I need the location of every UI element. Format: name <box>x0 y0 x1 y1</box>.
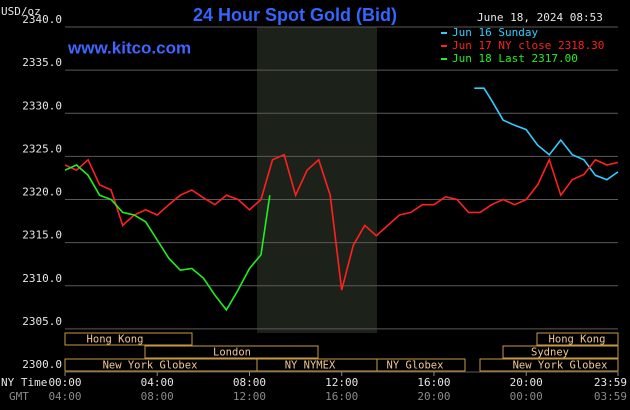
y-tick-label: 2335.0 <box>22 56 62 69</box>
y-tick-label: 2325.0 <box>22 142 62 155</box>
x2-tick-label: 08:00 <box>141 390 174 403</box>
session-box <box>502 345 619 359</box>
session-box <box>536 332 619 346</box>
price-line <box>64 153 619 291</box>
y-tick-label: 2340.0 <box>22 13 62 26</box>
chart-title: 24 Hour Spot Gold (Bid) <box>193 5 397 25</box>
x-tick-label: 16:00 <box>417 376 450 389</box>
legend-entry: Jun 16 Sunday <box>452 26 538 39</box>
x2-tick-label: 12:00 <box>233 390 266 403</box>
x-tick-label: 04:00 <box>141 376 174 389</box>
x2-tick-label: 04:00 <box>48 390 81 403</box>
y-tick-label: 2310.0 <box>22 272 62 285</box>
session-label: New York Globex <box>513 360 608 372</box>
y-axis-label: USD/oz <box>1 5 41 18</box>
session-label: Hong Kong <box>87 334 144 346</box>
session-box <box>64 332 193 346</box>
x-tick-label: 00:00 <box>48 376 81 389</box>
x2-tick-label: 03:59 <box>594 390 627 403</box>
session-label: New York Globex <box>103 360 198 372</box>
y-tick-label: 2305.0 <box>22 315 62 328</box>
x-tick-label: 12:00 <box>325 376 358 389</box>
site-url: www.kitco.com <box>67 38 191 57</box>
price-line <box>64 164 271 312</box>
x2-tick-label: 20:00 <box>417 390 450 403</box>
x-tick-label: 23:59 <box>594 376 627 389</box>
x2-axis-label: GMT <box>9 390 29 403</box>
session-label: Hong Kong <box>549 334 606 346</box>
y-tick-label: 2330.0 <box>22 99 62 112</box>
x-tick-label: 08:00 <box>233 376 266 389</box>
session-box <box>479 358 619 372</box>
y-tick-label: 2300.0 <box>22 358 62 371</box>
session-label: NY Globex <box>387 360 444 372</box>
y-tick-label: 2320.0 <box>22 186 62 199</box>
session-label: London <box>213 347 251 359</box>
session-box <box>376 358 466 372</box>
session-label: NY NYMEX <box>285 360 336 372</box>
session-box <box>144 345 319 359</box>
legend-entry: Jun 18 Last 2317.00 <box>452 52 578 65</box>
x2-tick-label: 00:00 <box>510 390 543 403</box>
price-line <box>474 87 619 181</box>
x2-tick-label: 16:00 <box>325 390 358 403</box>
legend-entry: Jun 17 NY close 2318.30 <box>452 39 604 52</box>
x-tick-label: 20:00 <box>510 376 543 389</box>
y-tick-label: 2315.0 <box>22 229 62 242</box>
nymex-shade <box>257 27 377 333</box>
timestamp: June 18, 2024 08:53 <box>477 11 603 24</box>
x-axis-label: NY Time <box>1 376 47 389</box>
session-label: Sydney <box>531 347 569 359</box>
